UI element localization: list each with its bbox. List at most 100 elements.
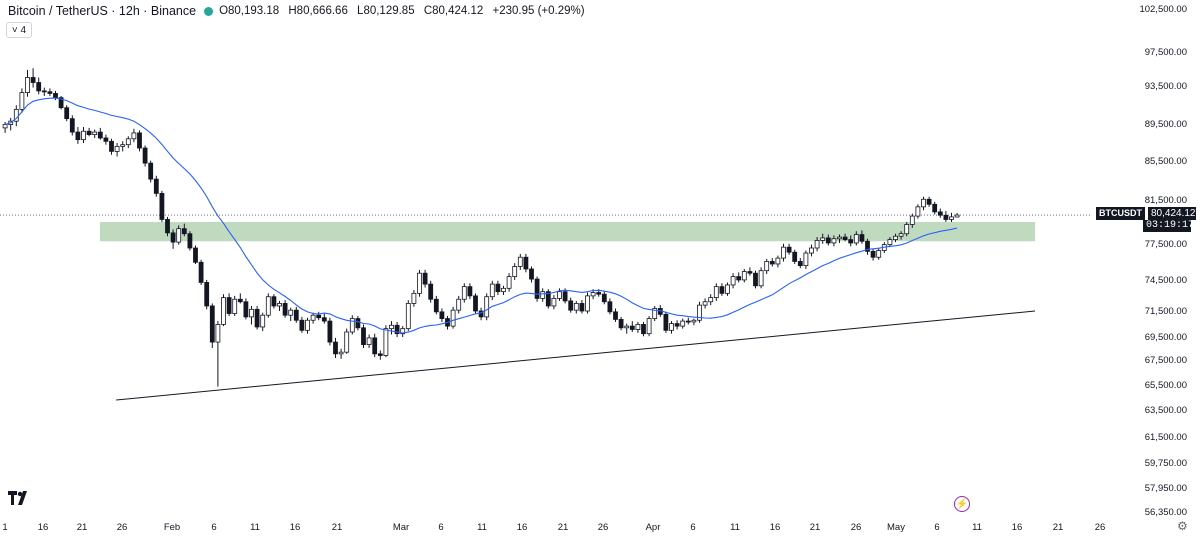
y-tick-label: 69,500.00 [1145, 332, 1187, 343]
candle [713, 283, 719, 301]
candle [489, 280, 495, 301]
candle [86, 127, 92, 137]
candle [870, 248, 876, 261]
candle-body-down [165, 219, 170, 234]
candle [719, 283, 725, 296]
candle-body-up [702, 301, 708, 306]
candle [943, 211, 949, 222]
candle [383, 325, 389, 358]
candle-body-up [758, 270, 764, 287]
ascending-trendline[interactable] [116, 310, 1036, 401]
candle [394, 321, 400, 338]
candle-body-down [142, 147, 148, 164]
candle-body-down [478, 310, 484, 318]
candle-body-down [439, 311, 445, 319]
candle [814, 237, 820, 252]
candle-body-down [355, 318, 361, 329]
candle-body-down [193, 247, 198, 263]
y-tick-label: 81,500.00 [1145, 195, 1187, 206]
candle-body-up [2, 124, 8, 129]
candle [237, 293, 243, 304]
candle [691, 318, 697, 326]
candle-body-down [394, 324, 400, 335]
candle-body-up [265, 296, 271, 316]
candle-body-up [277, 303, 282, 307]
candle-body-down [30, 77, 36, 83]
candle-body-down [596, 292, 602, 295]
candle [517, 253, 523, 270]
candle-body-down [529, 268, 534, 280]
candle [534, 276, 540, 302]
candle-body-up [338, 351, 344, 355]
candle-body-down [747, 271, 753, 274]
candle-body-down [361, 327, 366, 345]
candle-body-up [349, 318, 355, 333]
candle-body-down [842, 236, 848, 241]
candle [523, 253, 529, 273]
market-status-dot-icon [204, 6, 214, 16]
candle-body-down [663, 313, 669, 331]
gear-icon[interactable]: ⚙ [1177, 519, 1188, 533]
tradingview-logo-icon[interactable] [8, 491, 30, 510]
candle [949, 212, 954, 222]
candle [506, 273, 512, 292]
candle-body-up [400, 328, 406, 335]
y-tick-label: 93,500.00 [1145, 81, 1187, 92]
candle [355, 316, 361, 331]
support-zone[interactable] [100, 221, 1035, 242]
candle [19, 88, 25, 113]
candle [764, 258, 770, 275]
moving-average-line[interactable] [4, 97, 958, 334]
candle [327, 317, 333, 346]
candle-body-up [713, 286, 719, 298]
candle-body-down [377, 353, 383, 356]
candle-body-down [601, 293, 607, 303]
x-tick-label: Apr [646, 522, 661, 533]
candle [125, 136, 131, 149]
candle-body-down [243, 301, 249, 318]
y-tick-label: 97,500.00 [1145, 47, 1187, 58]
candle-body-up [517, 256, 523, 267]
indicators-toggle-button[interactable]: ˅ 4 [6, 22, 32, 38]
candle-body-up [831, 238, 837, 244]
candle-body-up [915, 206, 921, 217]
candle-body-down [613, 311, 618, 320]
candle-body-up [680, 320, 686, 327]
candle [30, 68, 36, 88]
candle [545, 289, 551, 309]
close-value: C80,424.12 [423, 5, 484, 17]
x-tick-label: 6 [211, 522, 216, 533]
candle [831, 235, 837, 247]
lightning-icon[interactable]: ⚡ [954, 496, 970, 512]
x-tick-label: 26 [598, 522, 609, 533]
high-value: H80,666.66 [288, 5, 348, 17]
x-tick-label: Mar [393, 522, 409, 533]
candle [842, 233, 848, 242]
candle [629, 321, 635, 332]
x-tick-label: 16 [290, 522, 301, 533]
candle-body-down [109, 140, 114, 152]
candle-body-up [221, 297, 226, 325]
candle-body-down [148, 162, 154, 180]
candle-body-down [629, 325, 635, 330]
change-value: +230.95 (+0.29%) [492, 5, 585, 17]
symbol-title[interactable]: Bitcoin / TetherUS · 12h · Binance [8, 4, 197, 18]
candle-body-down [97, 131, 103, 139]
candle-body-up [697, 304, 702, 321]
candle [932, 201, 938, 215]
candle [753, 270, 758, 289]
candle-body-down [545, 291, 551, 307]
candle-body-down [825, 237, 831, 244]
candle-body-up [411, 292, 417, 304]
candle-body-down [753, 272, 758, 287]
candle [641, 321, 646, 337]
candle-body-up [366, 337, 372, 346]
candle [433, 295, 439, 315]
candle [69, 115, 75, 136]
candle [81, 127, 86, 143]
candle [8, 117, 14, 131]
candle [361, 324, 366, 348]
candle [730, 273, 736, 289]
candle-body-up [691, 319, 697, 323]
